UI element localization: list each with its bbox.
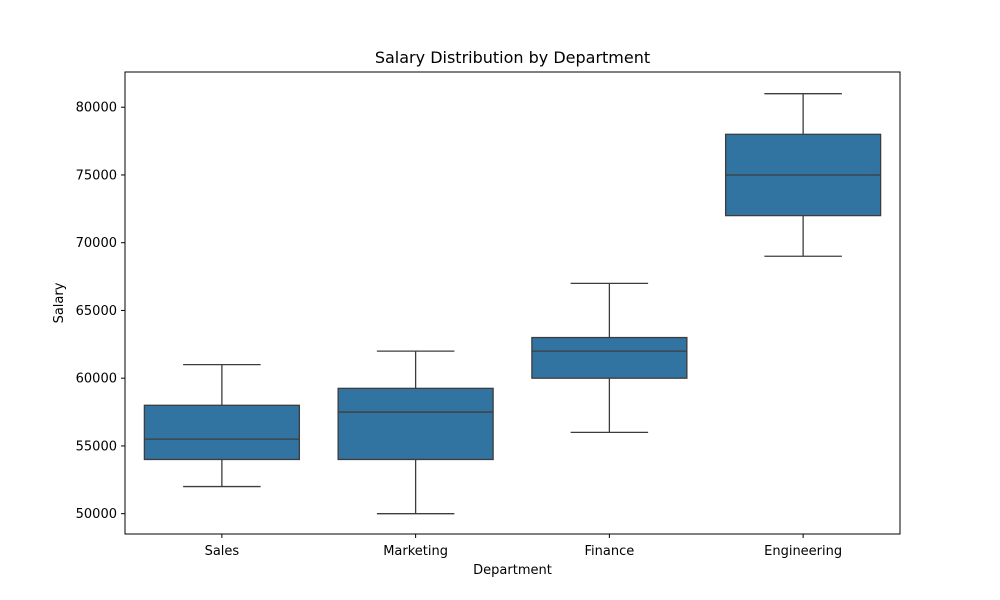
chart-title: Salary Distribution by Department [375,48,650,67]
y-tick-label: 50000 [76,507,117,522]
y-axis-label: Salary [52,282,67,323]
y-tick-label: 55000 [76,439,117,454]
x-axis-ticks: Sales Marketing Finance Engineering [205,534,842,559]
box-finance [531,282,688,434]
x-tick-label-marketing: Marketing [383,544,448,559]
x-tick-label-sales: Sales [205,544,240,559]
iqr-box [143,404,301,461]
box-marketing [337,350,494,515]
box-sales [143,363,301,488]
iqr-box [531,336,688,379]
box-engineering [724,93,882,257]
y-tick-label: 75000 [76,168,117,183]
iqr-box [337,387,494,461]
y-tick-label: 80000 [76,101,117,116]
y-tick-label: 65000 [76,304,117,319]
x-tick-label-engineering: Engineering [764,544,842,559]
plot-area [143,93,882,515]
x-axis-label: Department [473,563,552,578]
y-axis-ticks: 50000 55000 60000 65000 70000 75000 80000 [76,101,125,522]
x-tick-label-finance: Finance [585,544,635,559]
y-tick-label: 70000 [76,236,117,251]
plot-frame [124,71,901,535]
y-tick-label: 60000 [76,372,117,387]
